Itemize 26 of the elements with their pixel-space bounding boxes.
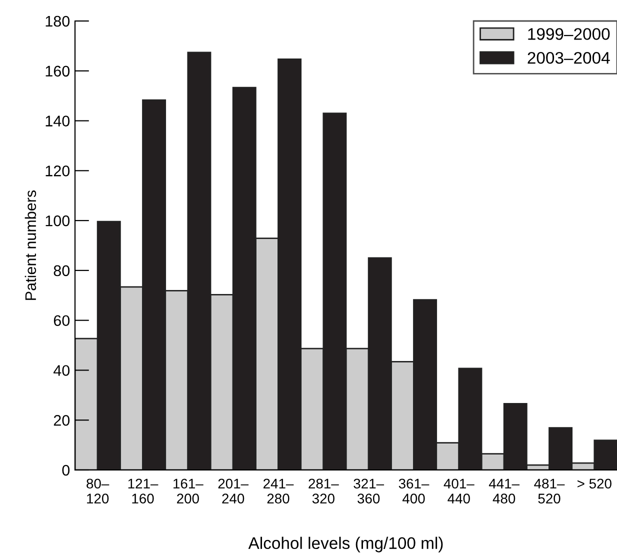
x-tick-label: 361– 400 — [398, 478, 430, 504]
y-tick-label: 120 — [46, 166, 70, 176]
y-tick-label: 100 — [46, 215, 70, 226]
x-tick-label: 441– 480 — [488, 478, 520, 504]
y-tick-label: 140 — [46, 116, 70, 126]
x-tick-label: 401– 440 — [444, 478, 474, 504]
x-tick-label: 121– 160 — [128, 478, 158, 504]
legend-label: 1999–2000 — [528, 28, 610, 40]
x-tick-label: > 520 — [578, 478, 612, 489]
y-tick-label: 80 — [54, 265, 70, 276]
x-axis-title: Alcohol levels (mg/100 ml) — [248, 536, 443, 552]
y-tick-label: 180 — [46, 16, 70, 27]
x-tick-label: 80– 120 — [86, 478, 110, 504]
x-tick-label: 161– 200 — [174, 478, 204, 504]
x-tick-label: 201– 240 — [218, 478, 249, 504]
x-tick-label: 481– 520 — [534, 478, 565, 504]
x-tick-label: 321– 360 — [354, 478, 384, 504]
legend-label: 2003–2004 — [528, 52, 610, 64]
y-tick-label: 160 — [46, 66, 70, 77]
y-tick-label: 60 — [54, 315, 70, 326]
y-tick-label: 40 — [54, 365, 70, 376]
y-axis-title: Patient numbers — [24, 190, 36, 300]
x-tick-label: 281– 320 — [308, 478, 339, 504]
y-tick-label: 20 — [54, 414, 70, 426]
y-tick-label: 0 — [62, 464, 70, 476]
x-tick-label: 241– 280 — [264, 478, 294, 504]
